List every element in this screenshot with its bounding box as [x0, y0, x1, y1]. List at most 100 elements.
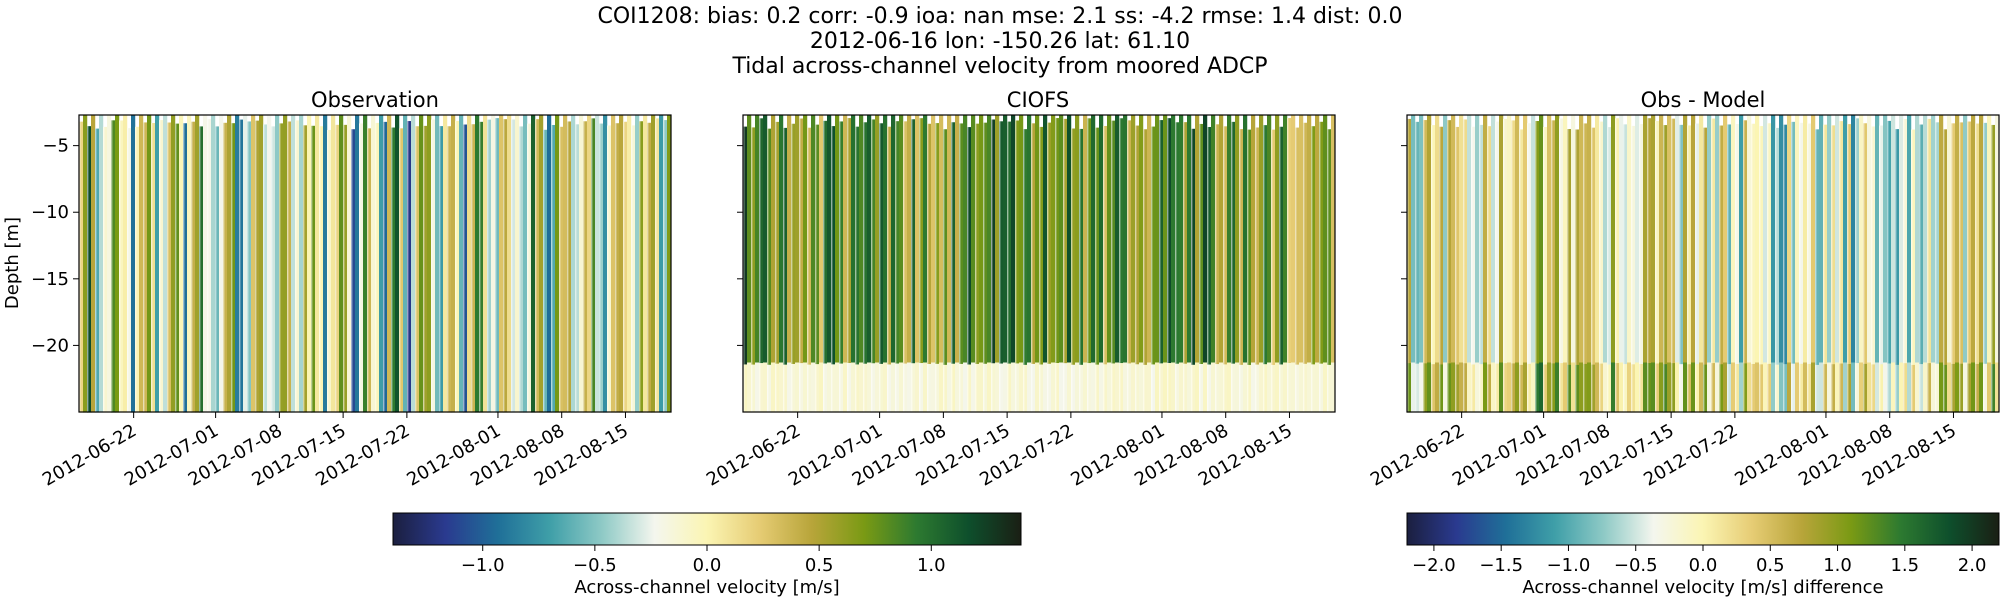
heatmap-cell [1671, 216, 1676, 266]
heatmap-cell [439, 269, 444, 318]
heatmap-cell [1623, 124, 1628, 173]
heatmap-cell [143, 218, 148, 268]
heatmap-cell [255, 120, 260, 170]
heatmap-cell [83, 214, 88, 265]
heatmap-cell [607, 316, 612, 365]
heatmap-gap [1407, 115, 1409, 412]
heatmap-cell [1435, 263, 1440, 314]
heatmap-cell [483, 164, 488, 215]
heatmap-cell [263, 364, 268, 413]
heatmap-cell [543, 223, 548, 272]
heatmap-cell [127, 270, 132, 318]
heatmap-cell [1031, 315, 1036, 365]
heatmap-cell [1599, 121, 1604, 171]
heatmap-cell [287, 266, 292, 316]
heatmap-cell [391, 317, 396, 366]
heatmap-cell [663, 168, 668, 218]
heatmap-cell [999, 363, 1004, 413]
heatmap-cell [1903, 265, 1908, 315]
heatmap-cell [299, 164, 304, 215]
heatmap-cell [1315, 164, 1320, 215]
heatmap-cell [1475, 214, 1480, 265]
heatmap-cell [319, 364, 324, 413]
heatmap-cell [471, 268, 476, 317]
heatmap-gap [495, 115, 497, 412]
heatmap-cell [1515, 115, 1520, 166]
heatmap-gap [1623, 115, 1625, 412]
heatmap-cell [1439, 174, 1444, 223]
heatmap-cell [183, 363, 188, 413]
heatmap-cell [1307, 313, 1312, 364]
heatmap-cell [1747, 362, 1752, 413]
heatmap-cell [291, 313, 296, 364]
heatmap-cell [1439, 269, 1444, 318]
heatmap-cell [1227, 115, 1232, 166]
heatmap-cell [1511, 120, 1516, 170]
heatmap-cell [1827, 115, 1832, 166]
heatmap-cell [1807, 219, 1812, 269]
heatmap-cell [1131, 115, 1136, 166]
heatmap-cell [1919, 172, 1924, 221]
heatmap-cell [139, 313, 144, 364]
heatmap-cell [1115, 214, 1120, 265]
heatmap-cell [1783, 316, 1788, 365]
heatmap-gap [1135, 115, 1137, 412]
heatmap-gap [567, 115, 569, 412]
heatmap-cell [443, 214, 448, 265]
heatmap-cell [1327, 176, 1332, 225]
heatmap-cell [1039, 174, 1044, 223]
heatmap-cell [1163, 115, 1168, 166]
heatmap-cell [935, 123, 940, 172]
heatmap-cell [1839, 218, 1844, 268]
heatmap-cell [1531, 362, 1536, 413]
heatmap-cell [103, 269, 108, 318]
heatmap-cell [579, 313, 584, 364]
heatmap-cell [1967, 363, 1972, 413]
heatmap-cell [1199, 219, 1204, 269]
heatmap-cell [251, 164, 256, 215]
heatmap-cell [1259, 115, 1264, 166]
heatmap-cell [1691, 263, 1696, 314]
heatmap-cell [791, 219, 796, 269]
heatmap-cell [415, 316, 420, 365]
heatmap-gap [311, 115, 313, 412]
heatmap-cell [1823, 220, 1828, 269]
heatmap-cell [1259, 164, 1264, 215]
heatmap-cell [1739, 263, 1744, 314]
heatmap-cell [1063, 314, 1068, 364]
heatmap-cell [263, 172, 268, 221]
heatmap-cell [1447, 314, 1452, 364]
heatmap-cell [299, 115, 304, 166]
heatmap-cell [183, 123, 188, 172]
heatmap-cell [1415, 170, 1420, 220]
heatmap-cell [531, 115, 536, 166]
heatmap-cell [947, 164, 952, 215]
heatmap-cell [575, 124, 580, 173]
heatmap-cell [467, 115, 472, 166]
heatmap-cell [1451, 164, 1456, 215]
heatmap-cell [555, 313, 560, 364]
heatmap-cell [515, 115, 520, 166]
heatmap-cell [1455, 364, 1460, 413]
heatmap-cell [103, 316, 108, 366]
heatmap-cell [519, 126, 524, 175]
heatmap-cell [1311, 364, 1316, 413]
heatmap-cell [1791, 363, 1796, 413]
heatmap-cell [327, 317, 332, 366]
heatmap-cell [1471, 316, 1476, 366]
heatmap-cell [1763, 263, 1768, 314]
heatmap-cell [1051, 263, 1056, 314]
heatmap-cell [1043, 263, 1048, 314]
heatmap-cell [779, 362, 784, 413]
heatmap-cell [1507, 263, 1512, 314]
heatmap-cell [611, 263, 616, 314]
heatmap-cell [1607, 269, 1612, 318]
heatmap-cell [591, 363, 596, 413]
heatmap-gap [591, 115, 593, 412]
heatmap-cell [923, 115, 928, 166]
heatmap-cell [1471, 269, 1476, 318]
heatmap-cell [1019, 362, 1024, 413]
heatmap-cell [299, 313, 304, 364]
heatmap-cell [643, 362, 648, 413]
heatmap-gap [767, 115, 769, 412]
